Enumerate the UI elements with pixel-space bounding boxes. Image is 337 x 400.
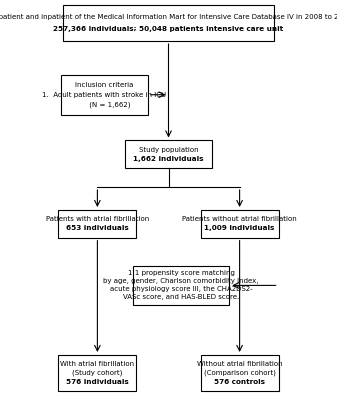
Text: 653 individuals: 653 individuals xyxy=(66,226,129,232)
Text: 576 individuals: 576 individuals xyxy=(66,379,129,385)
Text: Patients without atrial fibrillation: Patients without atrial fibrillation xyxy=(182,216,297,222)
Text: With atrial fibrillation: With atrial fibrillation xyxy=(60,361,134,367)
Text: Inclusion criteria: Inclusion criteria xyxy=(75,82,133,88)
Text: (Comparison cohort): (Comparison cohort) xyxy=(204,370,276,376)
Text: 257,366 individuals; 50,048 patients intensive care unit: 257,366 individuals; 50,048 patients int… xyxy=(54,26,283,32)
Text: Study population: Study population xyxy=(139,147,198,153)
Text: 576 controls: 576 controls xyxy=(214,379,265,385)
Text: (N = 1,662): (N = 1,662) xyxy=(78,102,130,108)
FancyBboxPatch shape xyxy=(201,210,279,238)
FancyBboxPatch shape xyxy=(58,210,136,238)
Text: 1,662 individuals: 1,662 individuals xyxy=(133,156,204,162)
Text: Outpatient and inpatient of the Medical Information Mart for Intensive Care Data: Outpatient and inpatient of the Medical … xyxy=(0,14,337,20)
Text: by age, gender, Charlson comorbidity Index,: by age, gender, Charlson comorbidity Ind… xyxy=(103,278,259,284)
Text: VASc score, and HAS-BLED score.: VASc score, and HAS-BLED score. xyxy=(123,294,239,300)
Text: Without atrial fibrillation: Without atrial fibrillation xyxy=(197,361,282,367)
Text: 1:1 propensity score matching: 1:1 propensity score matching xyxy=(128,270,235,276)
FancyBboxPatch shape xyxy=(133,266,229,305)
Text: acute physiology score III, the CHA2DS2-: acute physiology score III, the CHA2DS2- xyxy=(110,286,252,292)
Text: Patients with atrial fibrillation: Patients with atrial fibrillation xyxy=(46,216,149,222)
Text: (Study cohort): (Study cohort) xyxy=(72,370,123,376)
FancyBboxPatch shape xyxy=(125,140,212,168)
Text: 1.  Adult patients with stroke in ICU: 1. Adult patients with stroke in ICU xyxy=(42,92,166,98)
FancyBboxPatch shape xyxy=(58,355,136,391)
Text: 1,009 individuals: 1,009 individuals xyxy=(205,226,275,232)
FancyBboxPatch shape xyxy=(61,75,148,114)
FancyBboxPatch shape xyxy=(201,355,279,391)
FancyBboxPatch shape xyxy=(63,5,274,41)
